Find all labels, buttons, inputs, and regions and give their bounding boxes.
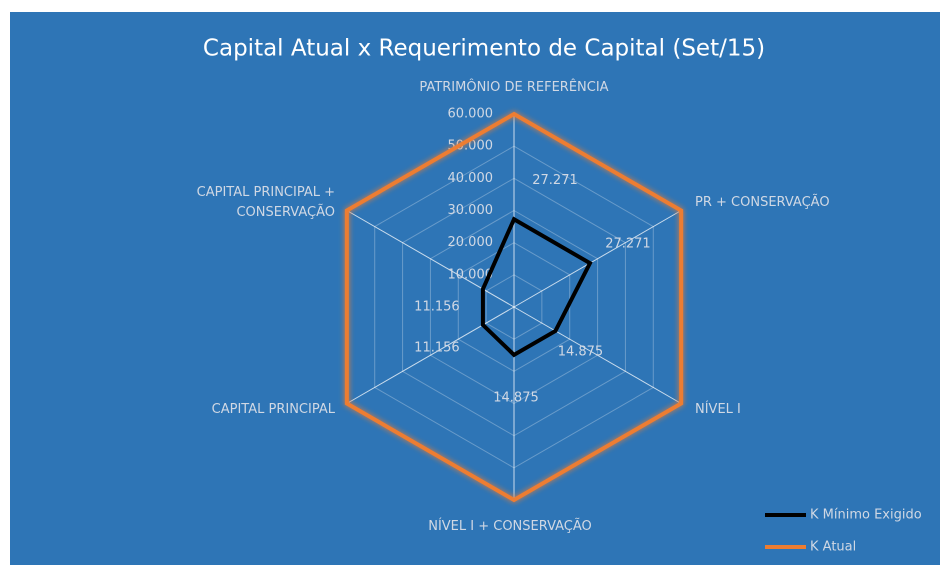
data-label: 11.156 <box>414 300 460 315</box>
y-tick-label: 50.000 <box>448 139 494 154</box>
radar-line <box>480 216 593 358</box>
y-tick-label: 20.000 <box>448 235 494 250</box>
legend-label: K Mínimo Exigido <box>810 508 922 523</box>
axis-spoke <box>346 306 515 404</box>
y-tick-label: 40.000 <box>448 171 494 186</box>
category-label: CAPITAL PRINCIPAL + CONSERVAÇÃO <box>196 185 335 220</box>
data-label: 14.875 <box>493 390 539 405</box>
plot-background <box>10 12 940 565</box>
category-label: PR + CONSERVAÇÃO <box>695 195 830 210</box>
axis-spoke <box>513 306 682 404</box>
data-label: 27.271 <box>532 173 578 188</box>
category-label: NÍVEL I <box>695 402 741 417</box>
data-label: 11.156 <box>414 340 460 355</box>
axis-spoke <box>513 210 682 308</box>
axis-spoke <box>346 210 515 308</box>
y-tick-label: 10.000 <box>448 267 494 282</box>
category-label: CAPITAL PRINCIPAL <box>211 402 335 417</box>
radar-line <box>344 111 684 503</box>
y-tick-label: 60.000 <box>448 107 494 122</box>
chart-title: Capital Atual x Requerimento de Capital … <box>203 36 765 62</box>
data-label: 27.271 <box>605 237 651 252</box>
category-label: PATRIMÔNIO DE REFERÊNCIA <box>419 80 609 95</box>
data-label: 14.875 <box>558 344 604 359</box>
y-tick-label: 30.000 <box>448 203 494 218</box>
category-label: NÍVEL I + CONSERVAÇÃO <box>428 519 592 534</box>
legend-label: K Atual <box>810 540 856 555</box>
